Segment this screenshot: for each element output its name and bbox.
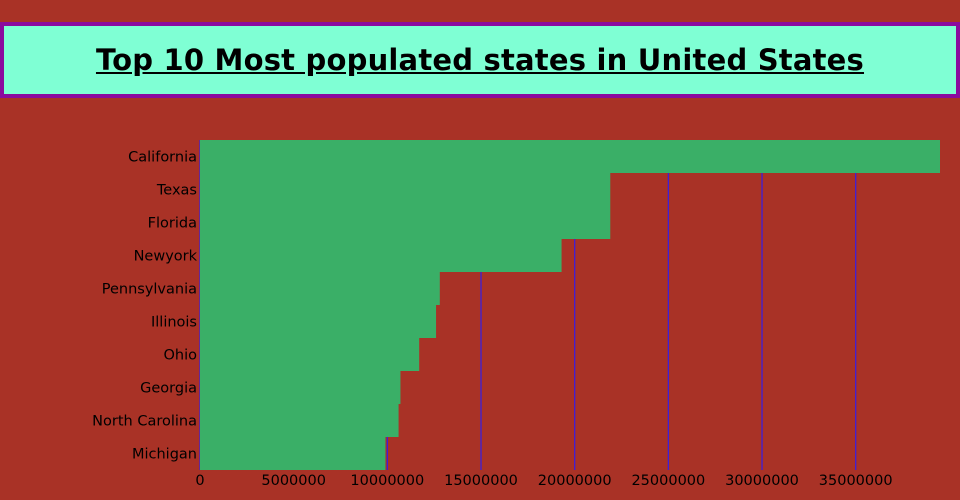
x-tick-label: 35000000 <box>819 473 893 489</box>
bars <box>200 140 940 470</box>
bar-georgia <box>200 371 401 404</box>
bar-newyork <box>200 239 562 272</box>
bar-michigan <box>200 437 386 470</box>
category-label: Illinois <box>151 315 197 331</box>
category-label: Ohio <box>163 348 197 364</box>
bar-pennsylvania <box>200 272 440 305</box>
category-label: Georgia <box>140 381 197 397</box>
bar-ohio <box>200 338 420 371</box>
category-label: Florida <box>148 216 197 232</box>
bar-north-carolina <box>200 404 399 437</box>
bar-california <box>200 140 940 173</box>
category-label: Newyork <box>134 249 198 265</box>
category-label: Michigan <box>132 447 197 463</box>
x-tick-label: 15000000 <box>444 473 518 489</box>
category-label: Texas <box>156 183 197 199</box>
category-label: California <box>128 150 197 166</box>
x-tick-label: 5000000 <box>261 473 326 489</box>
x-tick-label: 25000000 <box>631 473 705 489</box>
bar-florida <box>200 206 611 239</box>
category-labels: California Texas Florida Newyork Pennsylvani… <box>92 150 197 463</box>
chart-title-box: Top 10 Most populated states in United S… <box>0 22 960 98</box>
x-tick-label: 20000000 <box>538 473 612 489</box>
x-tick-labels: 0 5000000 10000000 15000000 20000000 25000000… <box>195 473 892 489</box>
bar-illinois <box>200 305 437 338</box>
chart-title: Top 10 Most populated states in United S… <box>95 43 865 77</box>
category-label: Pennsylvania <box>102 282 197 298</box>
x-tick-label: 10000000 <box>350 473 424 489</box>
x-tick-label: 30000000 <box>725 473 799 489</box>
x-tick-label: 0 <box>195 473 204 489</box>
category-label: North Carolina <box>92 414 197 430</box>
bar-texas <box>200 173 611 206</box>
